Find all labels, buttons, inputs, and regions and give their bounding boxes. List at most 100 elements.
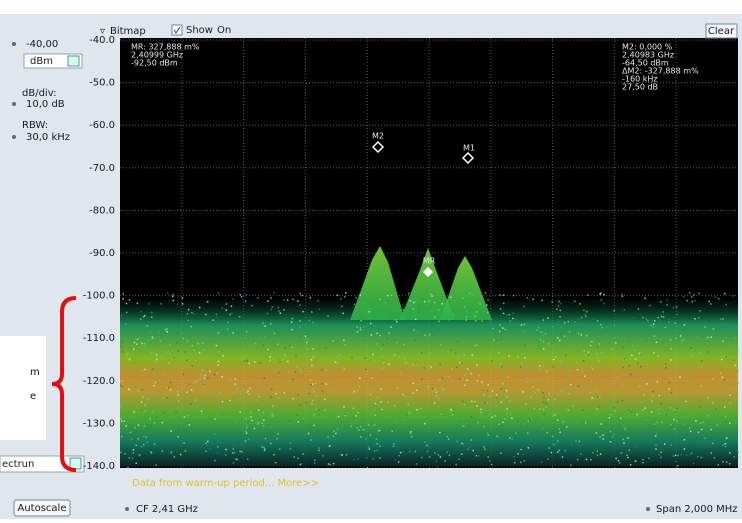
noise-dot <box>452 313 455 316</box>
noise-dot <box>368 448 371 450</box>
clear-button[interactable] <box>705 23 738 39</box>
noise-dot <box>382 344 385 346</box>
noise-dot <box>682 369 684 372</box>
noise-dot <box>675 306 678 308</box>
noise-dot <box>138 453 140 456</box>
noise-dot <box>675 337 677 340</box>
noise-dot <box>509 437 511 439</box>
noise-dot <box>224 348 227 351</box>
dropdown[interactable] <box>67 55 80 67</box>
noise-dot <box>584 381 586 383</box>
noise-dot <box>408 412 411 414</box>
noise-dot <box>589 344 592 347</box>
noise-dot <box>296 414 298 416</box>
noise-dot <box>600 292 602 294</box>
noise-dot <box>418 311 420 313</box>
noise-dot <box>450 409 453 412</box>
noise-dot <box>714 354 716 356</box>
noise-dot <box>153 443 156 445</box>
noise-dot <box>553 414 555 417</box>
noise-dot <box>542 348 545 350</box>
noise-dot <box>355 415 357 417</box>
noise-dot <box>628 409 630 411</box>
noise-dot <box>245 432 248 434</box>
noise-dot <box>345 292 347 294</box>
noise-dot <box>502 383 504 386</box>
noise-dot <box>508 327 511 329</box>
noise-dot <box>246 359 248 362</box>
noise-dot <box>598 360 601 362</box>
noise-dot <box>506 396 508 398</box>
noise-dot <box>470 439 473 441</box>
noise-dot <box>669 407 672 409</box>
noise-dot <box>148 303 150 305</box>
autoscale-button[interactable] <box>13 499 71 517</box>
noise-dot <box>441 329 444 331</box>
noise-dot <box>487 434 490 437</box>
noise-dot <box>147 424 149 426</box>
noise-dot <box>155 354 158 356</box>
noise-dot <box>409 299 411 302</box>
noise-dot <box>270 322 272 325</box>
noise-dot <box>439 343 442 346</box>
noise-dot <box>570 384 572 386</box>
noise-dot <box>520 324 523 326</box>
noise-dot <box>269 426 272 429</box>
show-checkbox[interactable] <box>171 24 183 36</box>
noise-dot <box>613 321 616 324</box>
noise-dot <box>434 452 436 454</box>
noise-dot <box>439 355 442 358</box>
noise-dot <box>499 364 502 367</box>
noise-dot <box>166 397 169 399</box>
noise-dot <box>504 418 506 420</box>
noise-dot <box>246 458 249 461</box>
noise-dot <box>209 448 211 450</box>
status-message[interactable]: Data from warm-up period... More>> <box>132 478 319 489</box>
noise-dot <box>381 367 383 370</box>
noise-dot <box>542 392 544 394</box>
noise-dot <box>540 331 542 333</box>
noise-dot <box>139 377 141 379</box>
noise-dot <box>393 354 395 356</box>
noise-dot <box>581 316 583 319</box>
noise-dot <box>167 386 170 388</box>
noise-dot <box>125 425 128 427</box>
noise-dot <box>503 302 505 305</box>
noise-dot <box>149 331 152 333</box>
noise-dot <box>735 329 738 332</box>
noise-dot <box>277 433 279 435</box>
noise-dot <box>523 459 525 462</box>
noise-dot <box>262 322 264 324</box>
noise-dot <box>246 391 248 394</box>
noise-dot <box>640 365 642 368</box>
noise-dot <box>414 362 416 364</box>
noise-dot <box>690 452 693 454</box>
noise-dot <box>699 422 702 424</box>
dropdown[interactable] <box>69 457 82 470</box>
noise-dot <box>663 443 666 445</box>
noise-dot <box>505 399 507 402</box>
noise-dot <box>719 318 722 320</box>
readout-left: 2,40999 GHz <box>131 51 183 60</box>
noise-dot <box>622 357 624 360</box>
noise-dot <box>679 335 682 337</box>
noise-dot <box>710 303 712 305</box>
noise-dot <box>704 437 706 440</box>
noise-dot <box>591 340 594 343</box>
noise-dot <box>414 301 417 303</box>
noise-dot <box>699 310 701 312</box>
noise-dot <box>225 448 227 451</box>
noise-dot <box>377 330 379 332</box>
noise-dot <box>128 388 130 390</box>
noise-dot <box>651 350 654 353</box>
readout-left: MR: 327,888 m% <box>131 43 200 52</box>
noise-dot <box>562 375 565 377</box>
noise-dot <box>191 365 194 367</box>
noise-dot <box>513 456 516 458</box>
noise-dot <box>455 366 458 368</box>
noise-dot <box>187 326 190 328</box>
noise-dot <box>262 419 265 421</box>
noise-dot <box>631 354 633 357</box>
noise-dot <box>206 440 209 443</box>
noise-dot <box>564 354 567 357</box>
